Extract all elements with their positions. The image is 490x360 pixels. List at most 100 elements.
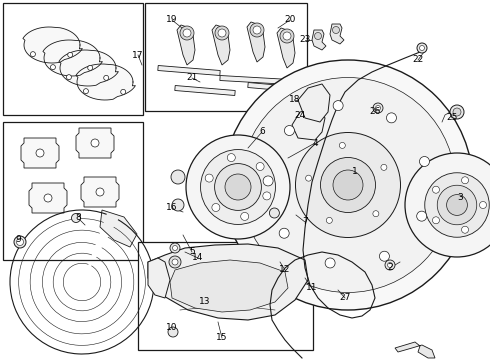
Circle shape bbox=[333, 170, 363, 200]
Circle shape bbox=[279, 228, 289, 238]
Text: 20: 20 bbox=[284, 15, 295, 24]
Circle shape bbox=[104, 75, 109, 80]
Polygon shape bbox=[43, 40, 102, 76]
Text: 25: 25 bbox=[446, 113, 458, 122]
Circle shape bbox=[253, 26, 261, 34]
Polygon shape bbox=[330, 24, 344, 44]
Circle shape bbox=[306, 175, 312, 181]
Text: 26: 26 bbox=[369, 108, 381, 117]
Polygon shape bbox=[148, 258, 170, 298]
Circle shape bbox=[215, 26, 229, 40]
Text: 13: 13 bbox=[199, 297, 211, 306]
Circle shape bbox=[388, 262, 392, 267]
Circle shape bbox=[405, 153, 490, 257]
Circle shape bbox=[433, 186, 440, 193]
Circle shape bbox=[172, 246, 177, 251]
Circle shape bbox=[215, 163, 261, 210]
Circle shape bbox=[263, 192, 271, 200]
Circle shape bbox=[325, 258, 335, 268]
Circle shape bbox=[169, 256, 181, 268]
Circle shape bbox=[326, 217, 332, 223]
Text: 11: 11 bbox=[306, 284, 318, 292]
Circle shape bbox=[96, 188, 104, 196]
Circle shape bbox=[480, 202, 487, 208]
Text: 17: 17 bbox=[132, 50, 144, 59]
Circle shape bbox=[283, 32, 291, 40]
Text: 21: 21 bbox=[186, 73, 197, 82]
Polygon shape bbox=[170, 260, 288, 312]
Polygon shape bbox=[248, 82, 305, 93]
Polygon shape bbox=[177, 25, 195, 65]
Polygon shape bbox=[29, 183, 67, 213]
Text: 1: 1 bbox=[352, 167, 358, 176]
Text: 27: 27 bbox=[339, 293, 351, 302]
Circle shape bbox=[121, 89, 126, 94]
Text: 9: 9 bbox=[15, 235, 21, 244]
Circle shape bbox=[425, 173, 489, 237]
Polygon shape bbox=[100, 210, 137, 247]
Circle shape bbox=[14, 236, 26, 248]
Circle shape bbox=[44, 194, 52, 202]
Text: 22: 22 bbox=[413, 55, 424, 64]
Circle shape bbox=[168, 327, 178, 337]
Circle shape bbox=[373, 211, 379, 217]
Circle shape bbox=[375, 105, 381, 111]
Circle shape bbox=[339, 143, 345, 148]
Circle shape bbox=[172, 199, 184, 211]
Circle shape bbox=[241, 77, 456, 292]
Polygon shape bbox=[298, 84, 330, 122]
Circle shape bbox=[225, 174, 251, 200]
Polygon shape bbox=[247, 22, 265, 62]
Text: 19: 19 bbox=[166, 15, 178, 24]
Circle shape bbox=[373, 103, 383, 113]
Circle shape bbox=[172, 259, 178, 265]
Circle shape bbox=[180, 26, 194, 40]
Text: 7: 7 bbox=[302, 217, 308, 226]
Circle shape bbox=[387, 113, 396, 123]
Text: 3: 3 bbox=[457, 194, 463, 202]
Text: 2: 2 bbox=[387, 264, 393, 273]
Circle shape bbox=[419, 157, 429, 167]
Bar bbox=[3, 122, 143, 260]
Circle shape bbox=[256, 162, 264, 171]
Circle shape bbox=[453, 108, 461, 116]
Circle shape bbox=[437, 185, 477, 225]
Text: 16: 16 bbox=[166, 203, 178, 212]
Circle shape bbox=[450, 105, 464, 119]
Circle shape bbox=[223, 60, 473, 310]
Circle shape bbox=[227, 154, 235, 162]
Circle shape bbox=[36, 149, 44, 157]
Circle shape bbox=[270, 208, 279, 218]
Circle shape bbox=[200, 149, 275, 224]
Text: 6: 6 bbox=[259, 127, 265, 136]
Circle shape bbox=[295, 132, 400, 238]
Circle shape bbox=[284, 126, 294, 135]
Circle shape bbox=[212, 203, 220, 211]
Circle shape bbox=[250, 23, 264, 37]
Circle shape bbox=[88, 66, 93, 70]
Circle shape bbox=[320, 158, 375, 212]
Bar bbox=[138, 242, 313, 350]
Polygon shape bbox=[220, 76, 290, 85]
Text: 5: 5 bbox=[189, 248, 195, 256]
Polygon shape bbox=[148, 244, 308, 320]
Circle shape bbox=[462, 226, 468, 233]
Circle shape bbox=[333, 100, 343, 111]
Circle shape bbox=[446, 195, 467, 215]
Circle shape bbox=[416, 211, 427, 221]
Circle shape bbox=[379, 251, 390, 261]
Bar bbox=[3, 3, 143, 115]
Circle shape bbox=[263, 176, 273, 186]
Circle shape bbox=[417, 43, 427, 53]
Circle shape bbox=[218, 29, 226, 37]
Text: 15: 15 bbox=[216, 333, 228, 342]
Text: 4: 4 bbox=[312, 139, 318, 148]
Polygon shape bbox=[21, 138, 59, 168]
Circle shape bbox=[30, 51, 35, 57]
Polygon shape bbox=[292, 108, 325, 140]
Text: 10: 10 bbox=[166, 324, 178, 333]
Polygon shape bbox=[23, 27, 82, 63]
Circle shape bbox=[315, 32, 321, 40]
Polygon shape bbox=[59, 50, 119, 86]
Circle shape bbox=[205, 174, 213, 182]
